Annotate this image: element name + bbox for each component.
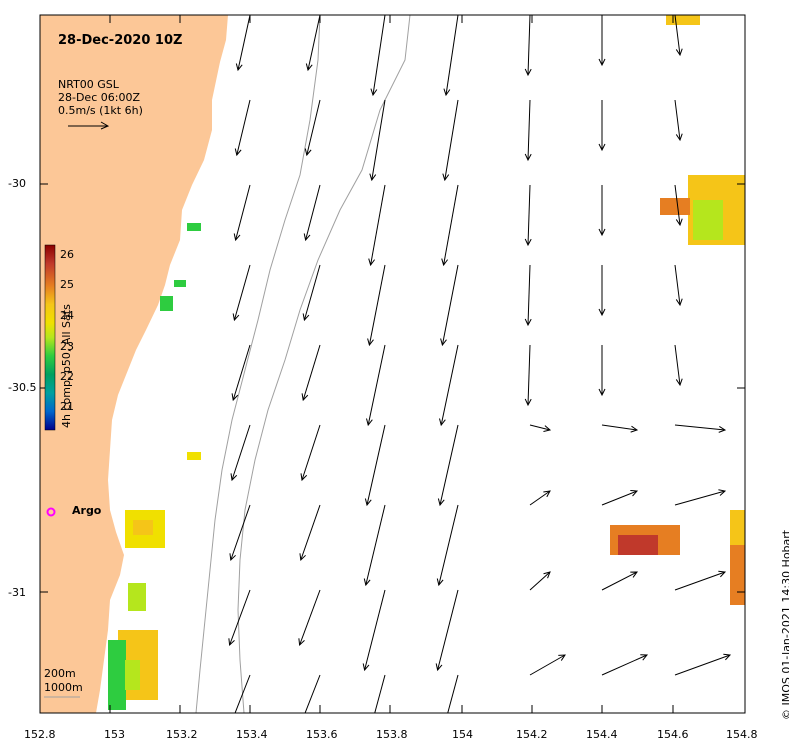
lon-tick: 152.8 bbox=[24, 728, 56, 741]
depth-label-1000: 1000m bbox=[44, 681, 83, 694]
land-mass bbox=[40, 15, 228, 713]
colorbar-tick: 23 bbox=[60, 340, 74, 353]
lat-tick: -31 bbox=[8, 586, 26, 599]
colorbar-tick: 25 bbox=[60, 278, 74, 291]
map-title: 28-Dec-2020 10Z bbox=[58, 33, 183, 48]
lon-tick: 154.6 bbox=[657, 728, 689, 741]
colorbar-tick: 22 bbox=[60, 370, 74, 383]
sst-pixels-coast bbox=[108, 223, 201, 710]
lon-tick: 154.2 bbox=[516, 728, 548, 741]
argo-label: Argo bbox=[72, 504, 102, 517]
lon-tick: 153.8 bbox=[376, 728, 408, 741]
contour-1000m bbox=[237, 15, 411, 713]
sst-pixels-east bbox=[610, 15, 745, 605]
argo-marker bbox=[46, 507, 56, 517]
reference-vector-head bbox=[100, 121, 110, 130]
current-source: NRT00 GSL bbox=[58, 78, 119, 91]
lat-tick: -30.5 bbox=[8, 381, 37, 394]
lat-tick: -30 bbox=[8, 177, 26, 190]
depth-label-200: 200m bbox=[44, 667, 76, 680]
lon-tick: 154 bbox=[452, 728, 473, 741]
current-vectors bbox=[228, 15, 732, 713]
lon-tick: 154.8 bbox=[726, 728, 758, 741]
copyright-text: © IMOS 01-Jan-2021 14:30 Hobart bbox=[780, 529, 789, 720]
current-time: 28-Dec 06:00Z bbox=[58, 91, 140, 104]
colorbar-label: 4h comp, p50, All Sats bbox=[60, 304, 73, 428]
lon-tick: 153.2 bbox=[166, 728, 198, 741]
colorbar-tick: 24 bbox=[60, 309, 74, 322]
colorbar-tick: 21 bbox=[60, 400, 74, 413]
reference-vector-label: 0.5m/s (1kt 6h) bbox=[58, 104, 143, 117]
lon-tick: 153.6 bbox=[306, 728, 338, 741]
plot-frame bbox=[39, 14, 746, 714]
lon-tick: 154.4 bbox=[586, 728, 618, 741]
axis-ticks bbox=[39, 15, 746, 713]
lon-tick: 153.4 bbox=[236, 728, 268, 741]
contour-200m bbox=[195, 15, 321, 713]
colorbar bbox=[44, 244, 56, 431]
lon-tick: 153 bbox=[104, 728, 125, 741]
colorbar-tick: 26 bbox=[60, 248, 74, 261]
